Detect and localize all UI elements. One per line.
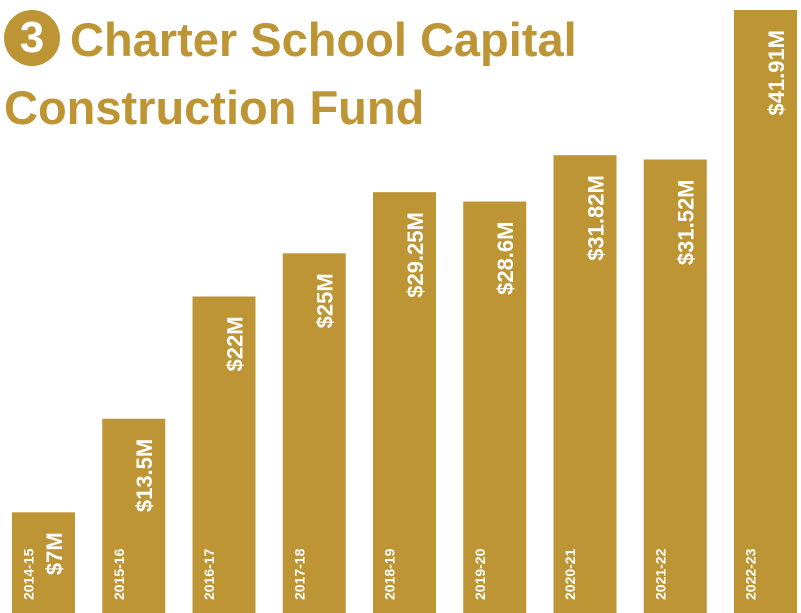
x-tick-label: 2019-20 [472,548,488,600]
x-tick-label: 2021-22 [652,548,668,600]
value-label: $28.6M [493,222,518,295]
bar [12,512,75,613]
bar [373,192,436,613]
chart-title: Charter School Capital Construction Fund [4,13,577,134]
value-label: $7M [42,532,67,575]
x-tick-label: 2015-16 [111,548,127,600]
x-tick-label: 2017-18 [291,548,307,600]
value-label: $29.25M [403,212,428,298]
bar [102,418,166,613]
title-block: 3 Charter School Capital Construction Fun… [4,6,674,142]
bar [463,201,527,613]
title-number: 3 [4,10,60,66]
value-label: $31.82M [583,175,608,261]
x-tick-label: 2020-21 [562,548,578,600]
x-tick-label: 2018-19 [382,548,398,600]
value-label: $25M [313,273,338,328]
bar [734,10,797,613]
x-tick-label: 2016-17 [201,548,217,600]
bar [643,159,707,613]
bar [553,155,617,613]
x-tick-label: 2022-23 [743,548,759,600]
value-label: $41.91M [764,30,789,116]
x-tick-label: 2014-15 [21,548,37,600]
bar [192,296,256,613]
value-label: $31.52M [674,179,699,265]
value-label: $22M [222,316,247,371]
value-label: $13.5M [132,439,157,512]
bar [282,253,346,613]
